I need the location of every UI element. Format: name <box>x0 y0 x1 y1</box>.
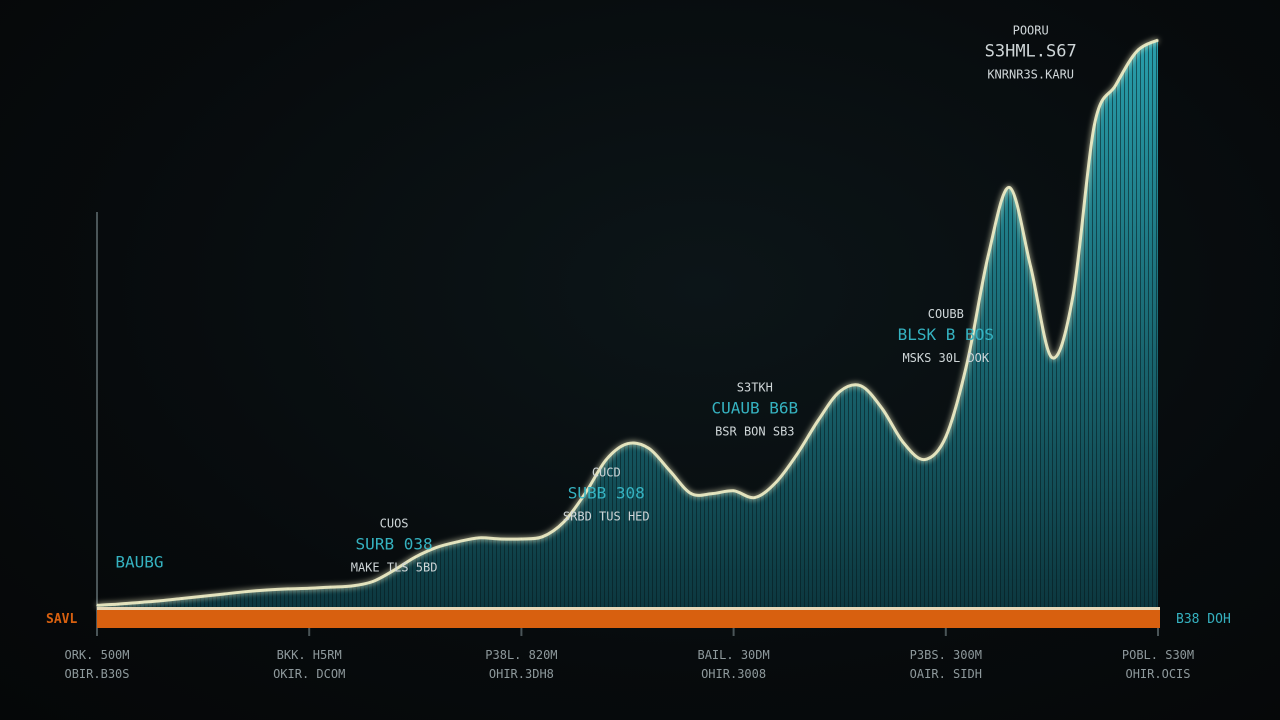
data-point <box>626 442 629 445</box>
annotation-label-line: CUOS <box>380 517 409 531</box>
annotation-label-line: POORU <box>1013 23 1049 37</box>
data-point <box>838 390 841 393</box>
x-axis-ticks: ORK. 500M OBIR.B30S BKK. H5RM OKIR. DCOM P38… <box>64 628 1194 681</box>
data-point <box>796 453 799 455</box>
data-point <box>860 385 862 387</box>
annotation-label-line: BAUBG <box>115 552 163 571</box>
x-tick-label: OHIR.OCIS <box>1125 667 1190 681</box>
annotation-label-line: MSKS 30L DOK <box>902 351 989 365</box>
annotation-label-line: SUBB 308 <box>568 484 645 503</box>
x-tick-label: OAIR. SIDH <box>910 667 982 681</box>
data-point <box>117 603 120 605</box>
data-point <box>923 458 926 461</box>
annotation-label-line: S3TKH <box>737 381 773 395</box>
baseline-right-label: B38 DOH <box>1176 612 1231 627</box>
x-tick-label: P38L. 820M <box>485 648 557 662</box>
annotation-label-line: KNRNR3S.KARU <box>987 67 1074 81</box>
annotation-label-line: CUAUB B6B <box>711 399 798 418</box>
data-point <box>563 521 565 523</box>
data-point <box>308 587 311 590</box>
x-tick-label: POBL. S30M <box>1122 648 1194 662</box>
annotation-label-line: COUBB <box>928 307 964 321</box>
data-point <box>732 489 735 492</box>
data-point <box>520 538 523 540</box>
data-point <box>690 492 692 495</box>
annotation-label-line: SRBD TUS HED <box>563 510 650 524</box>
data-point <box>478 537 480 539</box>
annotation-label-line: BLSK B BOS <box>898 325 994 344</box>
data-point <box>669 470 671 472</box>
x-tick-label: OBIR.B30S <box>64 667 129 681</box>
data-point <box>499 538 501 540</box>
line-series <box>96 38 1159 607</box>
annotation-labels: BAUBG CUOS SURB 038 MAKE TLS 5BD CUCD SUBB 30… <box>115 23 1077 575</box>
x-tick-label: OKIR. DCOM <box>273 667 345 681</box>
data-point <box>372 580 374 583</box>
data-point <box>1135 50 1138 53</box>
data-point <box>350 585 353 587</box>
data-point <box>647 447 650 450</box>
data-point <box>754 496 756 499</box>
data-point <box>202 595 204 598</box>
data-point <box>605 458 608 461</box>
data-point <box>181 597 183 600</box>
data-point <box>987 254 990 257</box>
annotation-label-line: S3HML.S67 <box>985 41 1077 61</box>
series-line <box>96 38 1159 607</box>
data-point <box>159 599 162 602</box>
baseline-edge <box>97 607 1160 610</box>
data-point <box>775 481 777 484</box>
data-point <box>945 436 947 438</box>
data-point <box>1072 294 1074 296</box>
data-point <box>223 593 226 595</box>
data-point <box>817 419 820 421</box>
area-hatching <box>97 40 1158 607</box>
data-point <box>1029 266 1032 268</box>
annotation-label-line: MAKE TLS 5BD <box>351 561 438 575</box>
data-point <box>414 556 417 558</box>
x-tick-label: ORK. 500M <box>64 648 129 662</box>
data-point <box>138 601 141 604</box>
data-point <box>1008 186 1011 189</box>
data-point <box>881 407 883 410</box>
x-tick-label: BAIL. 30DM <box>697 648 769 662</box>
baseline-bar-group: SAVL B38 DOH <box>46 607 1231 628</box>
data-point <box>902 441 905 444</box>
data-point <box>265 589 268 591</box>
data-point <box>435 546 438 549</box>
data-point <box>456 540 459 543</box>
data-point <box>1093 124 1096 126</box>
x-tick-label: OHIR.3DH8 <box>489 667 554 681</box>
baseline-bar <box>97 610 1160 628</box>
data-point <box>541 535 544 538</box>
x-tick-label: OHIR.3008 <box>701 667 766 681</box>
annotation-label-line: CUCD <box>592 466 621 480</box>
annotation-label-line: BSR BON SB3 <box>715 425 794 439</box>
area-series <box>97 40 1158 607</box>
data-point <box>1157 39 1159 41</box>
data-point <box>584 492 586 495</box>
data-point <box>1114 84 1117 87</box>
data-point <box>711 492 714 495</box>
baseline-left-label: SAVL <box>46 612 77 627</box>
annotation-label-line: SURB 038 <box>356 535 433 554</box>
data-point <box>966 362 968 364</box>
data-point <box>1051 356 1053 359</box>
data-point <box>96 604 98 607</box>
data-point <box>393 569 395 571</box>
x-tick-label: BKK. H5RM <box>277 648 342 662</box>
data-point <box>244 590 247 593</box>
x-tick-label: P3BS. 300M <box>910 648 982 662</box>
data-point <box>329 586 332 588</box>
data-point <box>287 588 289 590</box>
